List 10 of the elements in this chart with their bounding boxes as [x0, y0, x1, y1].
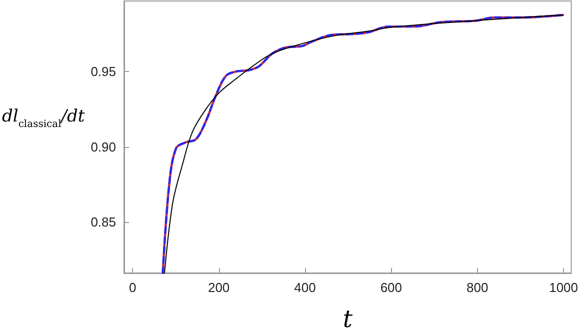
y-tick-label: 0.95: [90, 64, 116, 80]
x-tick-label: 600: [380, 280, 402, 295]
x-tick-label: 400: [294, 280, 316, 295]
x-tick-label: 0: [129, 280, 136, 295]
x-tick-label: 1000: [549, 280, 578, 295]
y-tick-label: 0.90: [90, 139, 116, 154]
x-tick-label: 200: [208, 280, 230, 295]
x-axis-title: t: [342, 305, 353, 333]
x-tick-label: 800: [466, 280, 488, 295]
y-tick-label: 0.85: [90, 214, 116, 230]
